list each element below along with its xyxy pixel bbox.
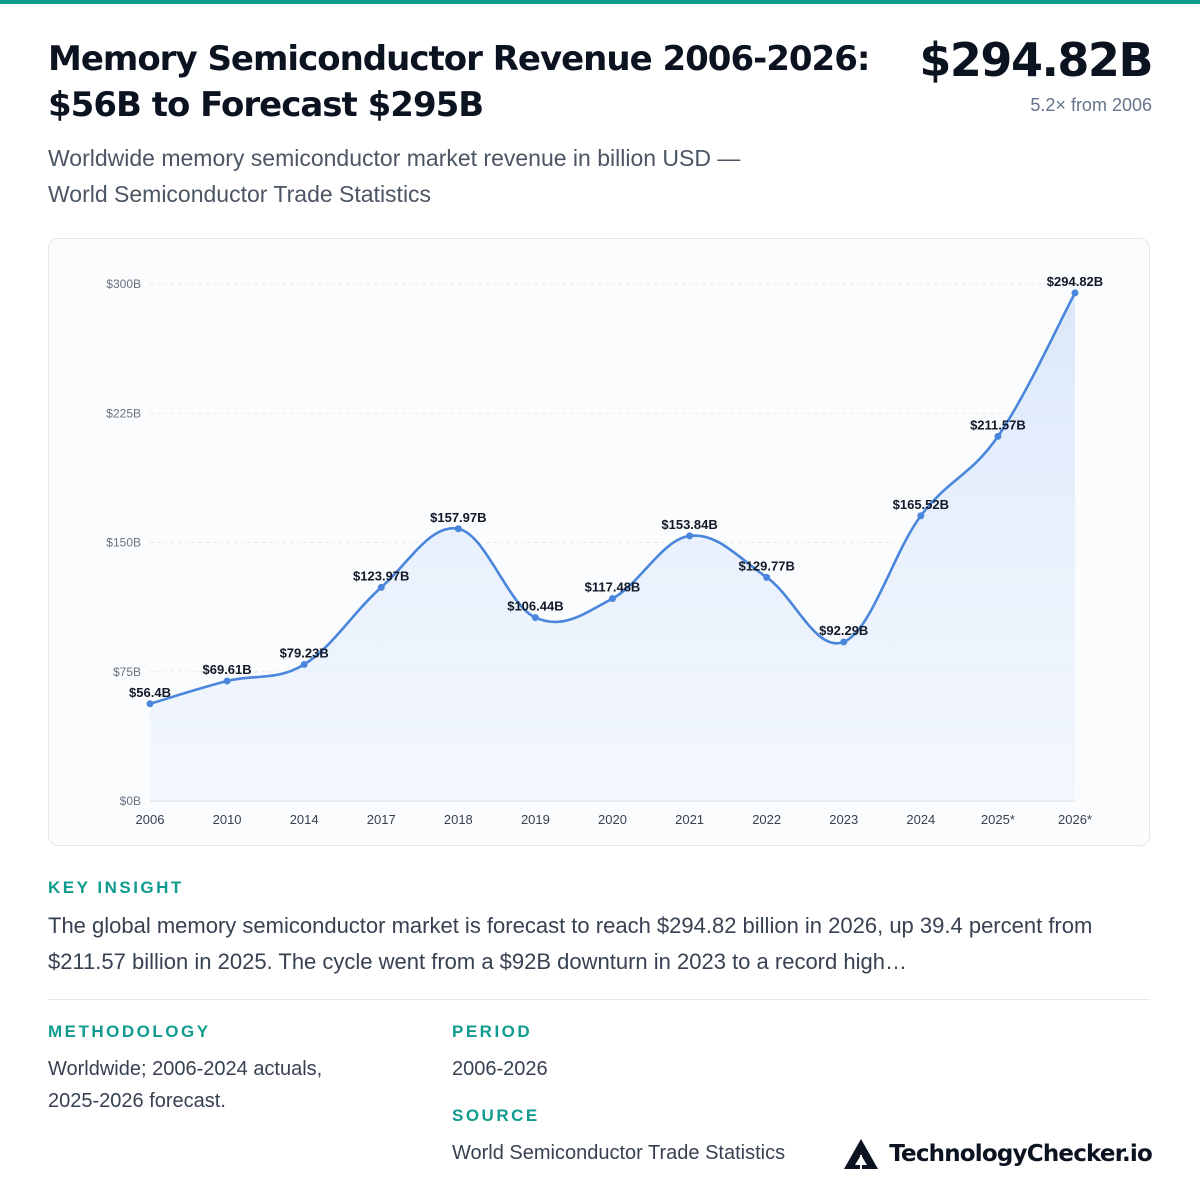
data-label: $153.84B <box>661 517 717 532</box>
section-divider <box>48 999 1150 1000</box>
y-tick-label: $150B <box>106 536 141 550</box>
data-labels: $56.4B $69.61B $79.23B $123.97B $157.97B $106… <box>129 274 1103 700</box>
data-point <box>994 432 1002 440</box>
data-label: $106.44B <box>507 599 563 614</box>
area-layer <box>148 291 1077 801</box>
x-tick-label: 2023 <box>829 812 858 827</box>
area-fill <box>150 292 1075 801</box>
x-tick-label: 2020 <box>598 812 627 827</box>
source-text: World Semiconductor Trade Statistics <box>452 1142 786 1164</box>
data-label: $211.57B <box>970 417 1026 432</box>
data-point <box>840 638 848 646</box>
page-title: Memory Semiconductor Revenue 2006-2026: … <box>48 36 888 128</box>
brand-name: TechnologyChecker.io <box>889 1141 1153 1167</box>
x-tick-label: 2026* <box>1058 812 1092 827</box>
data-label: $129.77B <box>738 558 794 573</box>
y-tick-label: $300B <box>106 277 141 291</box>
axis-labels: $0B $75B $150B $225B $300B 2006 2010 2014 2017 20… <box>106 277 1092 827</box>
data-label: $92.29B <box>819 623 868 638</box>
x-tick-label: 2019 <box>521 812 550 827</box>
headline-growth: 5.2× from 2006 <box>1030 95 1152 115</box>
brand: TechnologyChecker.io <box>843 1136 1153 1172</box>
x-tick-label: 2018 <box>444 812 473 827</box>
x-tick-label: 2021 <box>675 812 704 827</box>
headline-value: $294.82B <box>919 33 1153 87</box>
x-tick-label: 2014 <box>290 812 319 827</box>
page-subtitle: Worldwide memory semiconductor market re… <box>48 140 848 212</box>
period-text: 2006-2026 <box>452 1058 548 1080</box>
chart-card: $56.4B $69.61B $79.23B $123.97B $157.97B $106… <box>48 238 1150 846</box>
y-tick-label: $75B <box>113 665 141 679</box>
data-label: $123.97B <box>353 568 409 583</box>
subtitle-line-2: World Semiconductor Trade Statistics <box>48 181 432 207</box>
data-point <box>686 532 694 540</box>
data-label: $294.82B <box>1047 274 1103 289</box>
source-label: SOURCE <box>452 1106 540 1125</box>
methodology-text: Worldwide; 2006-2024 actuals, 2025-2026 … <box>48 1053 408 1117</box>
data-point <box>531 614 539 622</box>
data-point <box>223 677 231 685</box>
data-point <box>146 700 154 708</box>
data-label: $157.97B <box>430 510 486 525</box>
x-tick-label: 2025* <box>981 812 1015 827</box>
data-point <box>454 525 462 533</box>
subtitle-line-1: Worldwide memory semiconductor market re… <box>48 145 741 171</box>
x-tick-label: 2017 <box>367 812 396 827</box>
data-point <box>609 595 616 603</box>
methodology-label: METHODOLOGY <box>48 1022 211 1041</box>
insight-label: KEY INSIGHT <box>48 878 184 897</box>
insight-text: The global memory semiconductor market i… <box>48 913 1093 974</box>
x-tick-label: 2006 <box>136 812 165 827</box>
methodology-line-2: 2025-2026 forecast. <box>48 1090 226 1112</box>
data-point <box>1071 289 1079 297</box>
data-label: $69.61B <box>203 662 252 677</box>
title-line-1: Memory Semiconductor Revenue 2006-2026: <box>48 39 870 79</box>
x-tick-label: 2024 <box>906 812 935 827</box>
data-point <box>763 573 771 581</box>
y-tick-label: $0B <box>120 794 141 808</box>
period-label: PERIOD <box>452 1022 533 1041</box>
data-point <box>377 583 385 591</box>
title-line-2: $56B to Forecast $295B <box>48 85 484 125</box>
revenue-area-chart: $56.4B $69.61B $79.23B $123.97B $157.97B $106… <box>106 274 1103 827</box>
series-line <box>148 291 1077 706</box>
data-label: $79.23B <box>280 645 329 660</box>
data-label: $165.52B <box>893 497 949 512</box>
x-tick-label: 2010 <box>213 812 242 827</box>
data-point <box>917 512 925 520</box>
data-point <box>300 660 308 668</box>
data-points <box>146 289 1079 708</box>
data-label: $117.48B <box>585 580 641 595</box>
x-tick-label: 2022 <box>752 812 781 827</box>
y-tick-label: $225B <box>106 406 141 420</box>
top-accent-bar <box>0 0 1200 4</box>
triangle-logo-icon <box>844 1139 879 1169</box>
methodology-line-1: Worldwide; 2006-2024 actuals, <box>48 1058 323 1080</box>
data-label: $56.4B <box>129 685 171 700</box>
